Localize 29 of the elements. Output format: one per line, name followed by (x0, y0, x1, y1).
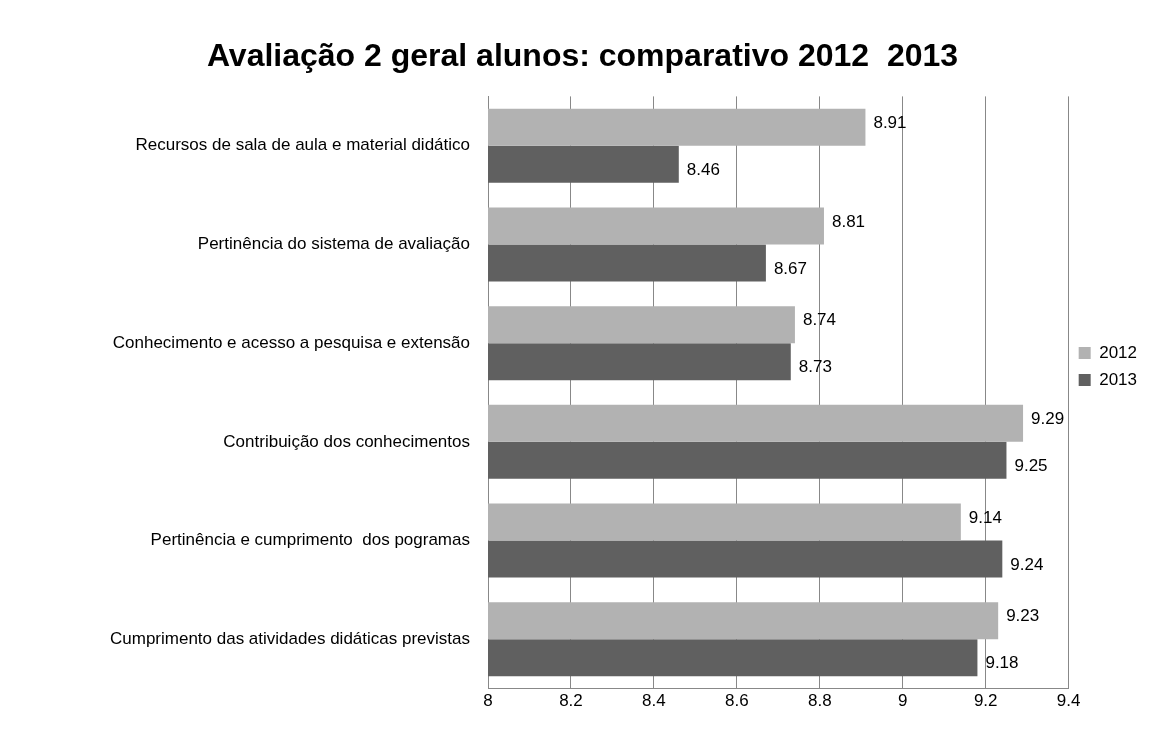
data-label: 9.24 (1010, 554, 1044, 574)
y-tick-label: Pertinência e cumprimento dos pogramas (150, 530, 470, 550)
data-label: 8.73 (798, 357, 832, 377)
x-tick-label: 8.4 (642, 691, 666, 711)
x-tick-label: 9.2 (973, 691, 998, 711)
data-label: 8.74 (802, 310, 837, 330)
y-tick-label: Recursos de sala de aula e material didático (135, 135, 470, 155)
y-tick-label: Pertinência do sistema de avaliação (197, 234, 470, 254)
data-label: 8.46 (686, 159, 720, 179)
data-label: 9.14 (968, 507, 1002, 527)
x-tick-label: 8 (483, 691, 493, 711)
x-tick-label: 8.6 (725, 691, 749, 711)
data-label: 8.67 (773, 258, 807, 278)
data-label: 8.81 (831, 211, 866, 231)
data-label: 9.25 (1014, 456, 1048, 476)
legend-label: 2013 (1099, 369, 1138, 389)
data-label: 9.29 (1031, 409, 1065, 429)
x-tick-label: 8.2 (559, 691, 583, 711)
data-label: 9.23 (1006, 606, 1040, 626)
x-tick-label: 9.4 (1056, 691, 1081, 711)
chart-title: Avaliação 2 geral alunos: comparativo 2012 2013 (206, 37, 959, 74)
y-tick-label: Contribuição dos conhecimentos (223, 431, 470, 451)
data-label: 9.18 (985, 653, 1019, 673)
x-tick-label: 9 (898, 691, 908, 711)
data-label: 8.91 (873, 112, 907, 132)
legend-label: 2012 (1099, 342, 1138, 362)
y-tick-label: Cumprimento das atividades didáticas previstas (109, 628, 470, 648)
x-tick-label: 8.8 (808, 691, 832, 711)
y-tick-label: Conhecimento e acesso a pesquisa e extensão (112, 332, 470, 352)
